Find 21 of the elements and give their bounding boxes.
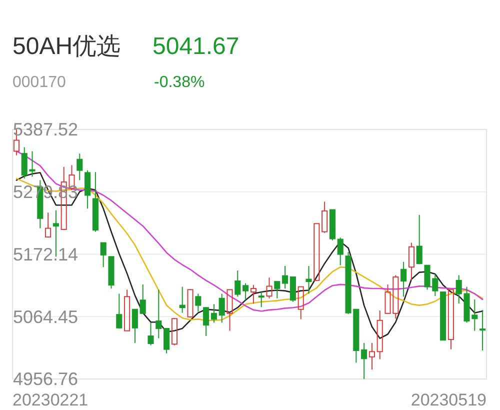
candlestick xyxy=(179,286,186,314)
candlestick xyxy=(400,261,407,298)
annotation: 5041.67 xyxy=(152,33,240,60)
annotation: 20230221 xyxy=(12,390,88,410)
annotation: -0.38% xyxy=(154,74,205,91)
candlestick xyxy=(306,265,312,294)
candlestick xyxy=(480,309,486,351)
y-tick-label: 5172.14 xyxy=(13,244,78,264)
candlestick xyxy=(408,242,414,281)
candlestick xyxy=(368,342,375,370)
candlestick xyxy=(218,293,225,324)
y-tick-label: 5064.45 xyxy=(13,306,78,327)
candlestick xyxy=(76,153,83,181)
candlestick xyxy=(156,289,162,339)
subtitle: 000170 xyxy=(12,74,66,91)
y-tick-label: 4956.76 xyxy=(13,369,78,390)
title: 50AH优选 xyxy=(12,33,121,60)
y-tick-label: 5387.52 xyxy=(13,120,78,140)
annotation: 20230519 xyxy=(410,390,486,410)
candlestick xyxy=(361,342,368,380)
candlestick xyxy=(376,310,383,360)
